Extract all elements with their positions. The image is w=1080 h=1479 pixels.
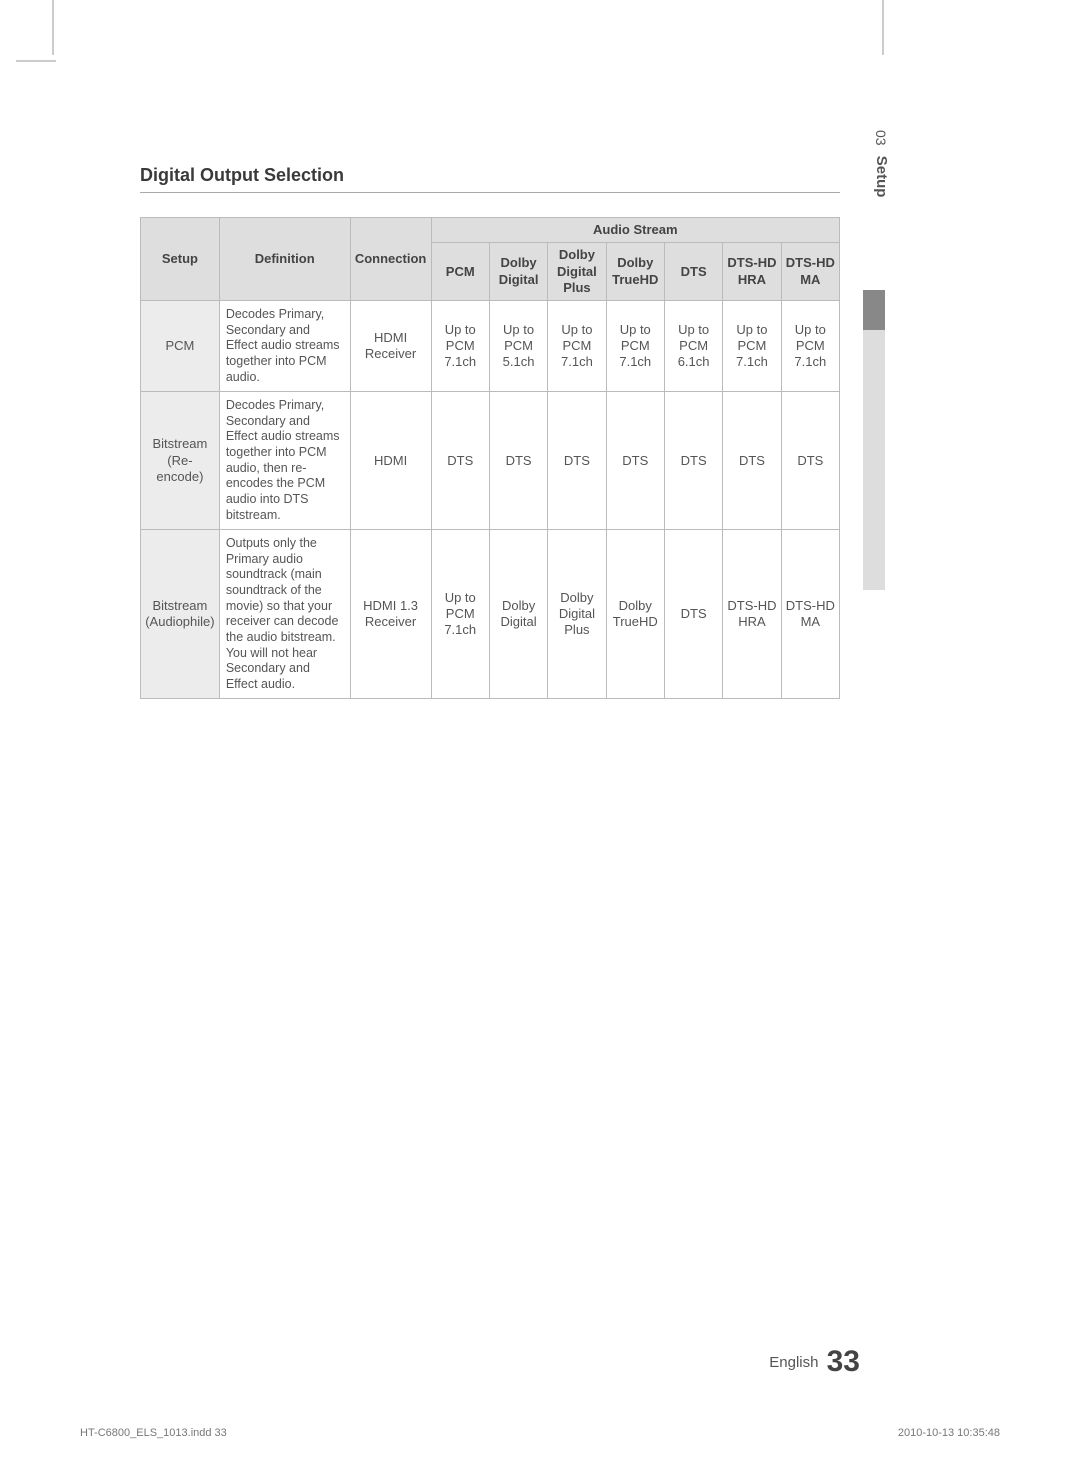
th-dts-hd-hra: DTS-HD HRA [723, 243, 781, 301]
cell-value: Dolby TrueHD [606, 530, 664, 699]
cell-setup: Bitstream (Re-encode) [141, 392, 220, 530]
th-dolby-truehd: Dolby TrueHD [606, 243, 664, 301]
cell-definition: Decodes Primary, Secondary and Effect au… [219, 301, 350, 392]
crop-mark [16, 60, 56, 62]
side-tab-marker [863, 290, 885, 330]
footer-language: English [769, 1354, 818, 1371]
cell-value: DTS [664, 530, 722, 699]
cell-value: DTS [489, 392, 547, 530]
chapter-number: 03 [873, 130, 889, 146]
cell-value: Up to PCM 7.1ch [548, 301, 606, 392]
page-footer: English 33 [769, 1345, 860, 1379]
cell-value: DTS-HD HRA [723, 530, 781, 699]
cell-definition: Decodes Primary, Secondary and Effect au… [219, 392, 350, 530]
th-group-audio-stream: Audio Stream [431, 218, 839, 243]
side-tab: 03 Setup [873, 130, 890, 197]
cell-connection: HDMI Receiver [350, 301, 431, 392]
footer-page-number: 33 [827, 1345, 860, 1378]
chapter-title: Setup [873, 156, 890, 198]
th-pcm: PCM [431, 243, 489, 301]
th-definition: Definition [219, 218, 350, 301]
page-content: Digital Output Selection Setup Definitio… [140, 165, 840, 699]
cell-definition: Outputs only the Primary audio soundtrac… [219, 530, 350, 699]
cell-value: DTS [781, 392, 839, 530]
th-connection: Connection [350, 218, 431, 301]
cell-value: Up to PCM 7.1ch [781, 301, 839, 392]
digital-output-table: Setup Definition Connection Audio Stream… [140, 217, 840, 699]
cell-connection: HDMI [350, 392, 431, 530]
crop-mark [882, 0, 884, 55]
th-setup: Setup [141, 218, 220, 301]
cell-value: DTS [431, 392, 489, 530]
cell-connection: HDMI 1.3 Receiver [350, 530, 431, 699]
cell-value: DTS [664, 392, 722, 530]
side-tab-bar [863, 290, 885, 590]
th-dolby-digital: Dolby Digital [489, 243, 547, 301]
cell-value: Up to PCM 7.1ch [431, 530, 489, 699]
imprint-file: HT-C6800_ELS_1013.indd 33 [80, 1427, 227, 1439]
imprint-timestamp: 2010-10-13 10:35:48 [898, 1427, 1000, 1439]
cell-value: DTS [548, 392, 606, 530]
table-row: Bitstream (Re-encode)Decodes Primary, Se… [141, 392, 840, 530]
cell-setup: PCM [141, 301, 220, 392]
th-dts-hd-ma: DTS-HD MA [781, 243, 839, 301]
cell-value: Up to PCM 7.1ch [431, 301, 489, 392]
cell-value: Up to PCM 6.1ch [664, 301, 722, 392]
th-dolby-digital-plus: Dolby Digital Plus [548, 243, 606, 301]
cell-setup: Bitstream (Audiophile) [141, 530, 220, 699]
cell-value: Dolby Digital Plus [548, 530, 606, 699]
cell-value: DTS-HD MA [781, 530, 839, 699]
section-title: Digital Output Selection [140, 165, 840, 193]
cell-value: Up to PCM 5.1ch [489, 301, 547, 392]
crop-mark [52, 0, 54, 55]
cell-value: DTS [606, 392, 664, 530]
imprint-line: HT-C6800_ELS_1013.indd 33 2010-10-13 10:… [80, 1427, 1000, 1439]
cell-value: Dolby Digital [489, 530, 547, 699]
cell-value: Up to PCM 7.1ch [723, 301, 781, 392]
cell-value: DTS [723, 392, 781, 530]
table-row: Bitstream (Audiophile)Outputs only the P… [141, 530, 840, 699]
cell-value: Up to PCM 7.1ch [606, 301, 664, 392]
table-row: PCMDecodes Primary, Secondary and Effect… [141, 301, 840, 392]
th-dts: DTS [664, 243, 722, 301]
